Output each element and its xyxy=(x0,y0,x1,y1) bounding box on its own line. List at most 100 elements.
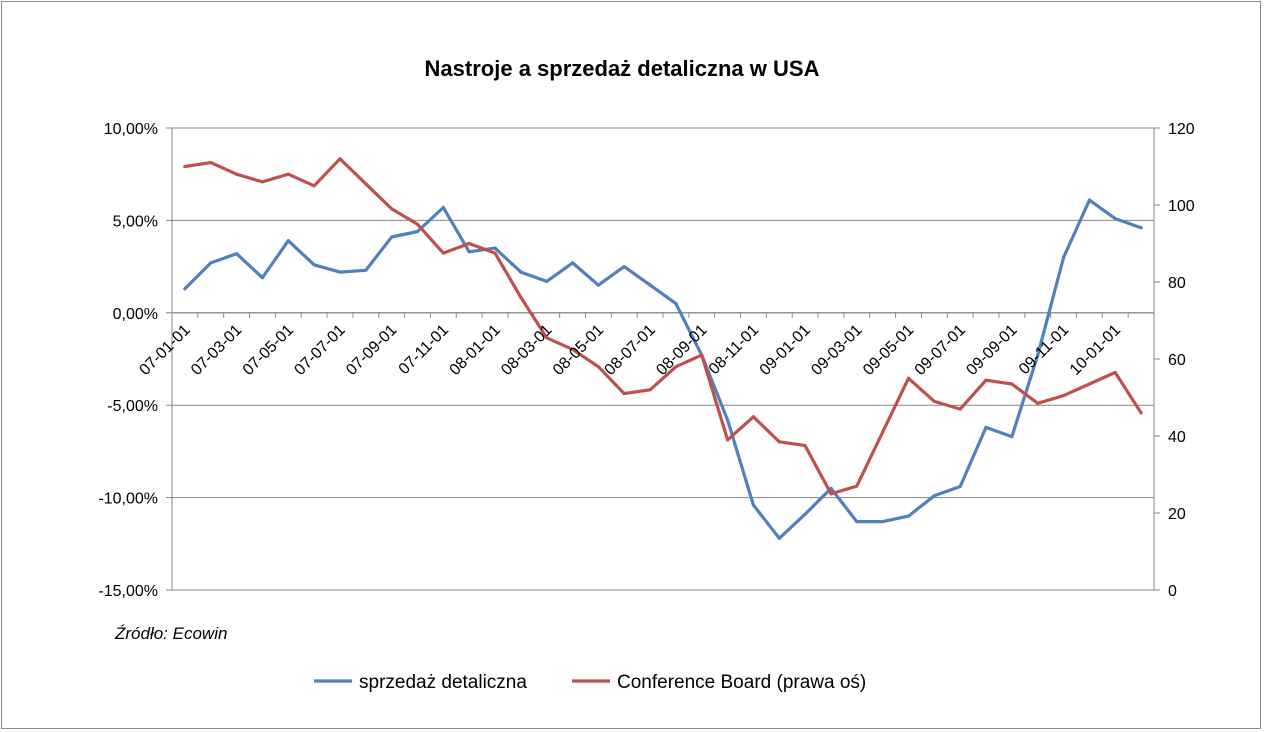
axes xyxy=(166,127,1160,591)
data-point xyxy=(803,444,807,448)
data-point xyxy=(622,392,626,396)
data-point xyxy=(312,263,316,267)
data-point xyxy=(906,514,911,518)
data-point xyxy=(803,512,807,516)
right-axis-tick-label: 0 xyxy=(1168,583,1177,600)
x-axis-tick-label: 08-11-01 xyxy=(706,322,763,379)
series-line xyxy=(183,198,1143,540)
left-axis-tick-label: 5,00% xyxy=(113,213,158,230)
data-point xyxy=(183,287,187,291)
data-point xyxy=(235,252,239,256)
x-axis-tick-label: 08-07-01 xyxy=(602,322,659,379)
left-axis-tick-label: -10,00% xyxy=(98,491,158,508)
right-axis-tick-label: 60 xyxy=(1168,352,1186,369)
legend-label: Conference Board (prawa oś) xyxy=(617,672,866,693)
data-point xyxy=(1036,353,1040,357)
data-point xyxy=(855,484,859,488)
data-point xyxy=(906,376,911,380)
data-point xyxy=(674,365,678,369)
data-point xyxy=(751,503,756,507)
data-point xyxy=(493,246,497,250)
data-point xyxy=(1139,226,1143,230)
data-point xyxy=(235,172,239,176)
left-axis-tick-label: -15,00% xyxy=(98,583,158,600)
x-axis-tick-label: 08-05-01 xyxy=(550,322,607,379)
data-point xyxy=(570,347,575,351)
right-axis-tick-label: 80 xyxy=(1168,275,1186,292)
data-point xyxy=(390,235,394,239)
left-axis-tick-label: 0,00% xyxy=(113,306,158,323)
data-point xyxy=(364,182,368,186)
data-point xyxy=(984,425,988,429)
data-point xyxy=(1087,198,1091,202)
data-point xyxy=(1010,435,1014,439)
data-point xyxy=(260,276,265,280)
legend: sprzedaż detaliczna Conference Board (pra… xyxy=(314,672,866,693)
data-point xyxy=(493,251,497,255)
series-line xyxy=(183,157,1143,496)
data-point xyxy=(1010,382,1014,386)
data-point xyxy=(881,520,885,524)
data-point xyxy=(596,365,600,369)
data-point xyxy=(777,536,781,540)
data-point xyxy=(1036,401,1040,405)
data-point xyxy=(415,222,420,226)
data-point xyxy=(570,261,575,265)
x-axis-tick-label: 08-09-01 xyxy=(653,322,710,379)
data-point xyxy=(648,283,652,287)
data-point xyxy=(855,520,859,524)
data-point xyxy=(648,388,652,392)
data-point xyxy=(984,378,988,382)
right-axis-tick-label: 20 xyxy=(1168,506,1186,523)
data-point xyxy=(467,250,471,254)
data-point xyxy=(932,399,936,403)
x-axis-tick-label: 09-05-01 xyxy=(860,322,917,379)
data-point xyxy=(338,270,342,274)
data-point xyxy=(312,184,316,188)
tick-labels: -15,00% -10,00% -5,00% 0,00% 5,00% 10,00% 0 20 4… xyxy=(98,121,1194,600)
data-point xyxy=(1061,255,1066,259)
data-point xyxy=(958,407,962,411)
data-point xyxy=(726,438,730,442)
data-point xyxy=(286,239,290,243)
data-point xyxy=(958,484,962,489)
data-point xyxy=(1113,370,1117,375)
x-axis-tick-label: 08-01-01 xyxy=(447,322,504,379)
right-axis-tick-label: 120 xyxy=(1168,121,1195,138)
data-point xyxy=(467,241,471,246)
data-point xyxy=(881,430,885,434)
data-point xyxy=(674,301,678,306)
x-axis-tick-label: 09-07-01 xyxy=(912,322,969,379)
left-axis-tick-label: 10,00% xyxy=(104,121,158,138)
data-point xyxy=(286,172,290,176)
x-axis-tick-label: 07-07-01 xyxy=(291,322,348,379)
data-point xyxy=(519,270,523,274)
data-point xyxy=(209,261,213,265)
data-point xyxy=(829,492,833,496)
x-axis-tick-label: 07-09-01 xyxy=(343,322,400,379)
data-point xyxy=(183,164,187,169)
x-axis-tick-label: 09-03-01 xyxy=(808,322,865,379)
source-note: Źródło: Ecowin xyxy=(114,624,227,643)
x-axis-tick-label: 07-11-01 xyxy=(396,322,453,379)
data-point xyxy=(260,180,265,184)
gridlines xyxy=(172,127,1154,591)
data-point xyxy=(415,229,420,234)
legend-label: sprzedaż detaliczna xyxy=(359,672,527,693)
data-point xyxy=(441,251,445,255)
data-point xyxy=(932,494,936,498)
x-axis-tick-label: 09-01-01 xyxy=(757,322,814,379)
data-point xyxy=(545,336,549,340)
right-axis-tick-label: 100 xyxy=(1168,198,1195,215)
data-point xyxy=(390,207,394,211)
data-point xyxy=(726,418,730,422)
data-point xyxy=(596,283,600,287)
x-axis-tick-label: 08-03-01 xyxy=(498,322,555,379)
data-point xyxy=(622,265,626,269)
x-axis-tick-label: 07-05-01 xyxy=(240,322,297,379)
data-point xyxy=(364,268,368,272)
right-axis-tick-label: 40 xyxy=(1168,429,1186,446)
data-point xyxy=(1061,393,1066,398)
